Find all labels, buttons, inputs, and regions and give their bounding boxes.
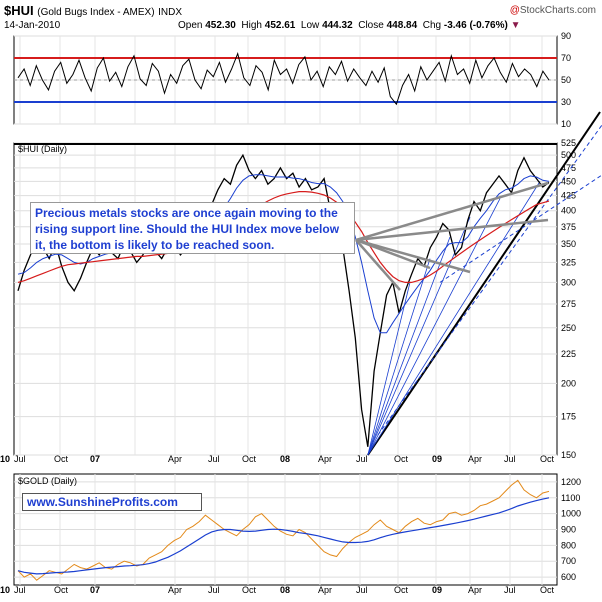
- x-tick-label: 08: [280, 585, 290, 595]
- high-value: 452.61: [264, 20, 296, 31]
- y-tick-label: 1200: [561, 477, 581, 487]
- y-tick-label: 250: [561, 323, 576, 333]
- y-tick-label: 350: [561, 239, 576, 249]
- chg-label: Chg: [422, 20, 442, 31]
- x-tick-label: Oct: [394, 454, 409, 464]
- x-tick-label: Apr: [318, 585, 332, 595]
- x-tick-label: 09: [432, 454, 442, 464]
- x-tick-label: Jul: [356, 454, 368, 464]
- x-tick-label: 10: [0, 585, 10, 595]
- open-label: Open: [178, 20, 203, 31]
- x-tick-label: Oct: [394, 585, 409, 595]
- y-tick-label: 800: [561, 540, 576, 550]
- x-tick-label: Jul: [356, 585, 368, 595]
- y-tick-label: 400: [561, 206, 576, 216]
- y-tick-label: 525: [561, 138, 576, 148]
- y-tick-label: 375: [561, 222, 576, 232]
- chg-value: -3.46 (-0.76%): [443, 20, 508, 31]
- close-label: Close: [358, 20, 384, 31]
- x-tick-label: Apr: [168, 585, 182, 595]
- exchange: INDX: [158, 7, 183, 18]
- high-label: High: [241, 20, 262, 31]
- symbol: $HUI: [4, 3, 34, 18]
- x-tick-label: Oct: [242, 454, 257, 464]
- annotation-pointer: [355, 239, 401, 291]
- x-tick-label: Jul: [14, 454, 26, 464]
- brand-label: StockCharts.com: [519, 5, 596, 16]
- y-tick-label: 225: [561, 349, 576, 359]
- fan-line: [367, 258, 431, 456]
- x-tick-label: 07: [90, 585, 100, 595]
- y-tick-label: 50: [561, 75, 571, 85]
- close-value: 448.84: [386, 20, 418, 31]
- y-tick-label: 200: [561, 378, 576, 388]
- x-tick-label: Jul: [208, 454, 220, 464]
- y-tick-label: 1100: [561, 493, 580, 503]
- y-tick-label: 30: [561, 97, 571, 107]
- y-tick-label: 150: [561, 450, 576, 460]
- x-tick-label: Oct: [242, 585, 257, 595]
- y-tick-label: 90: [561, 31, 571, 41]
- x-tick-label: Oct: [54, 585, 69, 595]
- x-tick-label: Jul: [14, 585, 26, 595]
- y-tick-label: 500: [561, 150, 576, 160]
- annotation-box: Precious metals stocks are once again mo…: [30, 202, 355, 254]
- y-tick-label: 325: [561, 257, 576, 267]
- open-value: 452.30: [205, 20, 236, 31]
- x-tick-label: 07: [90, 454, 100, 464]
- x-tick-label: Jul: [504, 454, 516, 464]
- y-tick-label: 475: [561, 163, 576, 173]
- y-tick-label: 900: [561, 525, 576, 535]
- x-tick-label: Apr: [168, 454, 182, 464]
- y-tick-label: 275: [561, 299, 576, 309]
- x-tick-label: 08: [280, 454, 290, 464]
- x-tick-label: Apr: [468, 454, 482, 464]
- x-tick-label: Oct: [540, 454, 555, 464]
- y-tick-label: 425: [561, 191, 576, 201]
- y-tick-label: 600: [561, 572, 576, 582]
- hui-panel-label: $HUI (Daily): [18, 144, 67, 154]
- gold-panel-label: $GOLD (Daily): [18, 476, 77, 486]
- x-tick-label: Oct: [54, 454, 69, 464]
- low-label: Low: [300, 20, 320, 31]
- y-tick-label: 450: [561, 176, 576, 186]
- chart-header: $HUI (Gold Bugs Index - AMEX) INDX @Stoc…: [0, 0, 602, 34]
- fan-line: [367, 181, 541, 456]
- x-tick-label: Oct: [540, 585, 555, 595]
- annotation-pointer: [355, 238, 471, 274]
- fan-line: [367, 216, 471, 456]
- channel-lower-line: [439, 174, 602, 283]
- down-triangle-icon: ▼: [510, 20, 521, 31]
- y-tick-label: 1000: [561, 509, 581, 519]
- y-tick-label: 70: [561, 53, 571, 63]
- copyright-icon: @: [509, 5, 520, 16]
- chart-title: $HUI (Gold Bugs Index - AMEX) INDX: [4, 3, 182, 18]
- x-tick-label: 09: [432, 585, 442, 595]
- annotation-pointer: [355, 181, 549, 242]
- x-tick-label: 10: [0, 454, 10, 464]
- y-tick-label: 10: [561, 119, 571, 129]
- price-stats: Open 452.30 High 452.61 Low 444.32 Close…: [178, 20, 520, 31]
- low-value: 444.32: [322, 20, 353, 31]
- rsi-line: [17, 51, 550, 106]
- index-name: (Gold Bugs Index - AMEX): [37, 7, 155, 18]
- annotation-pointer: [355, 218, 549, 242]
- support-line: [367, 111, 601, 456]
- hui-ma-long-line: [17, 191, 550, 283]
- y-tick-label: 700: [561, 556, 576, 566]
- x-tick-label: Apr: [468, 585, 482, 595]
- x-tick-label: Jul: [504, 585, 516, 595]
- fan-line: [367, 236, 451, 456]
- x-tick-label: Jul: [208, 585, 220, 595]
- watermark: www.SunshineProfits.com: [22, 493, 202, 511]
- x-tick-label: Apr: [318, 454, 332, 464]
- gold-ma-line: [17, 497, 550, 575]
- y-tick-label: 300: [561, 277, 576, 287]
- brand: @StockCharts.com: [510, 5, 596, 16]
- chart-date: 14-Jan-2010: [4, 20, 61, 31]
- channel-upper-line: [377, 124, 602, 436]
- y-tick-label: 175: [561, 412, 576, 422]
- fan-line: [367, 282, 411, 456]
